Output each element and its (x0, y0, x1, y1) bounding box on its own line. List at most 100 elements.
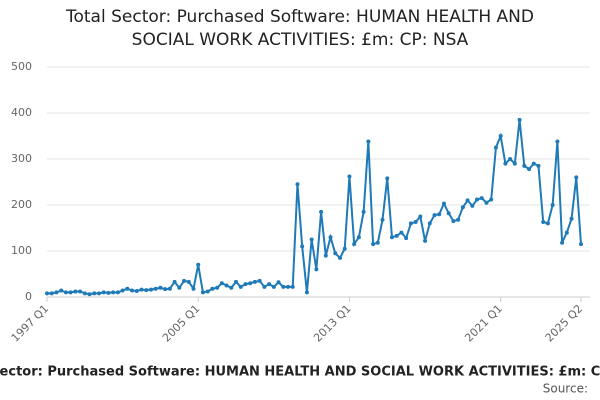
point (389, 235, 394, 240)
point (493, 145, 498, 150)
point (418, 214, 423, 219)
point (564, 230, 569, 235)
x-tick-label: 1997 Q1 (9, 302, 52, 345)
point (475, 197, 480, 202)
point (87, 292, 92, 297)
point (371, 242, 376, 247)
point (408, 221, 413, 226)
point (498, 134, 503, 138)
point (385, 176, 390, 181)
point (96, 291, 101, 296)
point (489, 197, 494, 202)
point (465, 198, 470, 203)
point (399, 230, 404, 235)
point (550, 203, 555, 207)
point (78, 289, 83, 294)
point (115, 290, 120, 295)
footer-title: Total Sector: Purchased Software: HUMAN … (0, 365, 600, 380)
point (49, 291, 54, 296)
point (295, 182, 300, 187)
point (205, 289, 210, 294)
point (196, 262, 201, 267)
point (333, 251, 338, 256)
point (101, 290, 106, 295)
point (219, 281, 224, 286)
point (210, 286, 215, 291)
point (375, 240, 380, 245)
point (460, 205, 465, 210)
point (163, 287, 168, 292)
point (120, 288, 125, 293)
x-tick-label: 2013 Q1 (311, 302, 354, 345)
point (423, 238, 428, 243)
point (517, 117, 522, 122)
point (522, 163, 527, 168)
point (262, 284, 267, 289)
point (560, 240, 565, 245)
point (432, 213, 437, 218)
point (182, 278, 187, 283)
point (574, 175, 579, 180)
point (144, 288, 149, 293)
point (427, 221, 432, 226)
point (224, 283, 229, 288)
point (106, 290, 111, 295)
y-tick-label: 500 (11, 60, 32, 73)
point (541, 220, 546, 225)
point (545, 221, 550, 226)
point (54, 290, 59, 295)
point (323, 253, 328, 258)
point (73, 289, 78, 294)
y-tick-label: 200 (11, 198, 32, 211)
point (82, 291, 87, 296)
point (366, 139, 371, 144)
point (281, 284, 286, 289)
point (342, 246, 347, 251)
point (238, 284, 243, 289)
point (527, 167, 532, 172)
point (191, 286, 196, 291)
point (271, 284, 276, 289)
point (451, 219, 456, 224)
point (441, 201, 446, 206)
point (536, 163, 541, 168)
point (579, 242, 583, 247)
source: Source: (543, 382, 588, 396)
point (215, 285, 220, 290)
point (309, 237, 314, 242)
point (92, 291, 97, 296)
y-tick-label: 400 (11, 106, 32, 119)
point (404, 236, 409, 241)
point (158, 285, 163, 290)
point (531, 161, 536, 166)
y-tick-label: 0 (25, 290, 32, 303)
y-tick-label: 100 (11, 244, 32, 257)
point (380, 217, 385, 222)
point (361, 209, 366, 214)
point (177, 285, 182, 290)
x-tick-label: 2021 Q1 (462, 302, 505, 345)
point (45, 291, 49, 296)
point (569, 216, 574, 221)
point (512, 161, 517, 166)
point (328, 235, 333, 240)
line (47, 119, 582, 296)
point (319, 209, 324, 214)
point (257, 278, 262, 283)
point (314, 267, 319, 272)
point (153, 286, 158, 291)
point (479, 196, 484, 201)
point (172, 279, 177, 284)
point (437, 212, 442, 217)
point (59, 288, 64, 293)
x-tick-label: 2005 Q1 (160, 302, 203, 345)
point (234, 279, 239, 284)
point (276, 280, 281, 285)
point (484, 200, 489, 205)
x-tick-label: 2025 Q2 (543, 302, 586, 345)
point (111, 290, 116, 295)
point (243, 282, 248, 287)
point (167, 286, 172, 291)
